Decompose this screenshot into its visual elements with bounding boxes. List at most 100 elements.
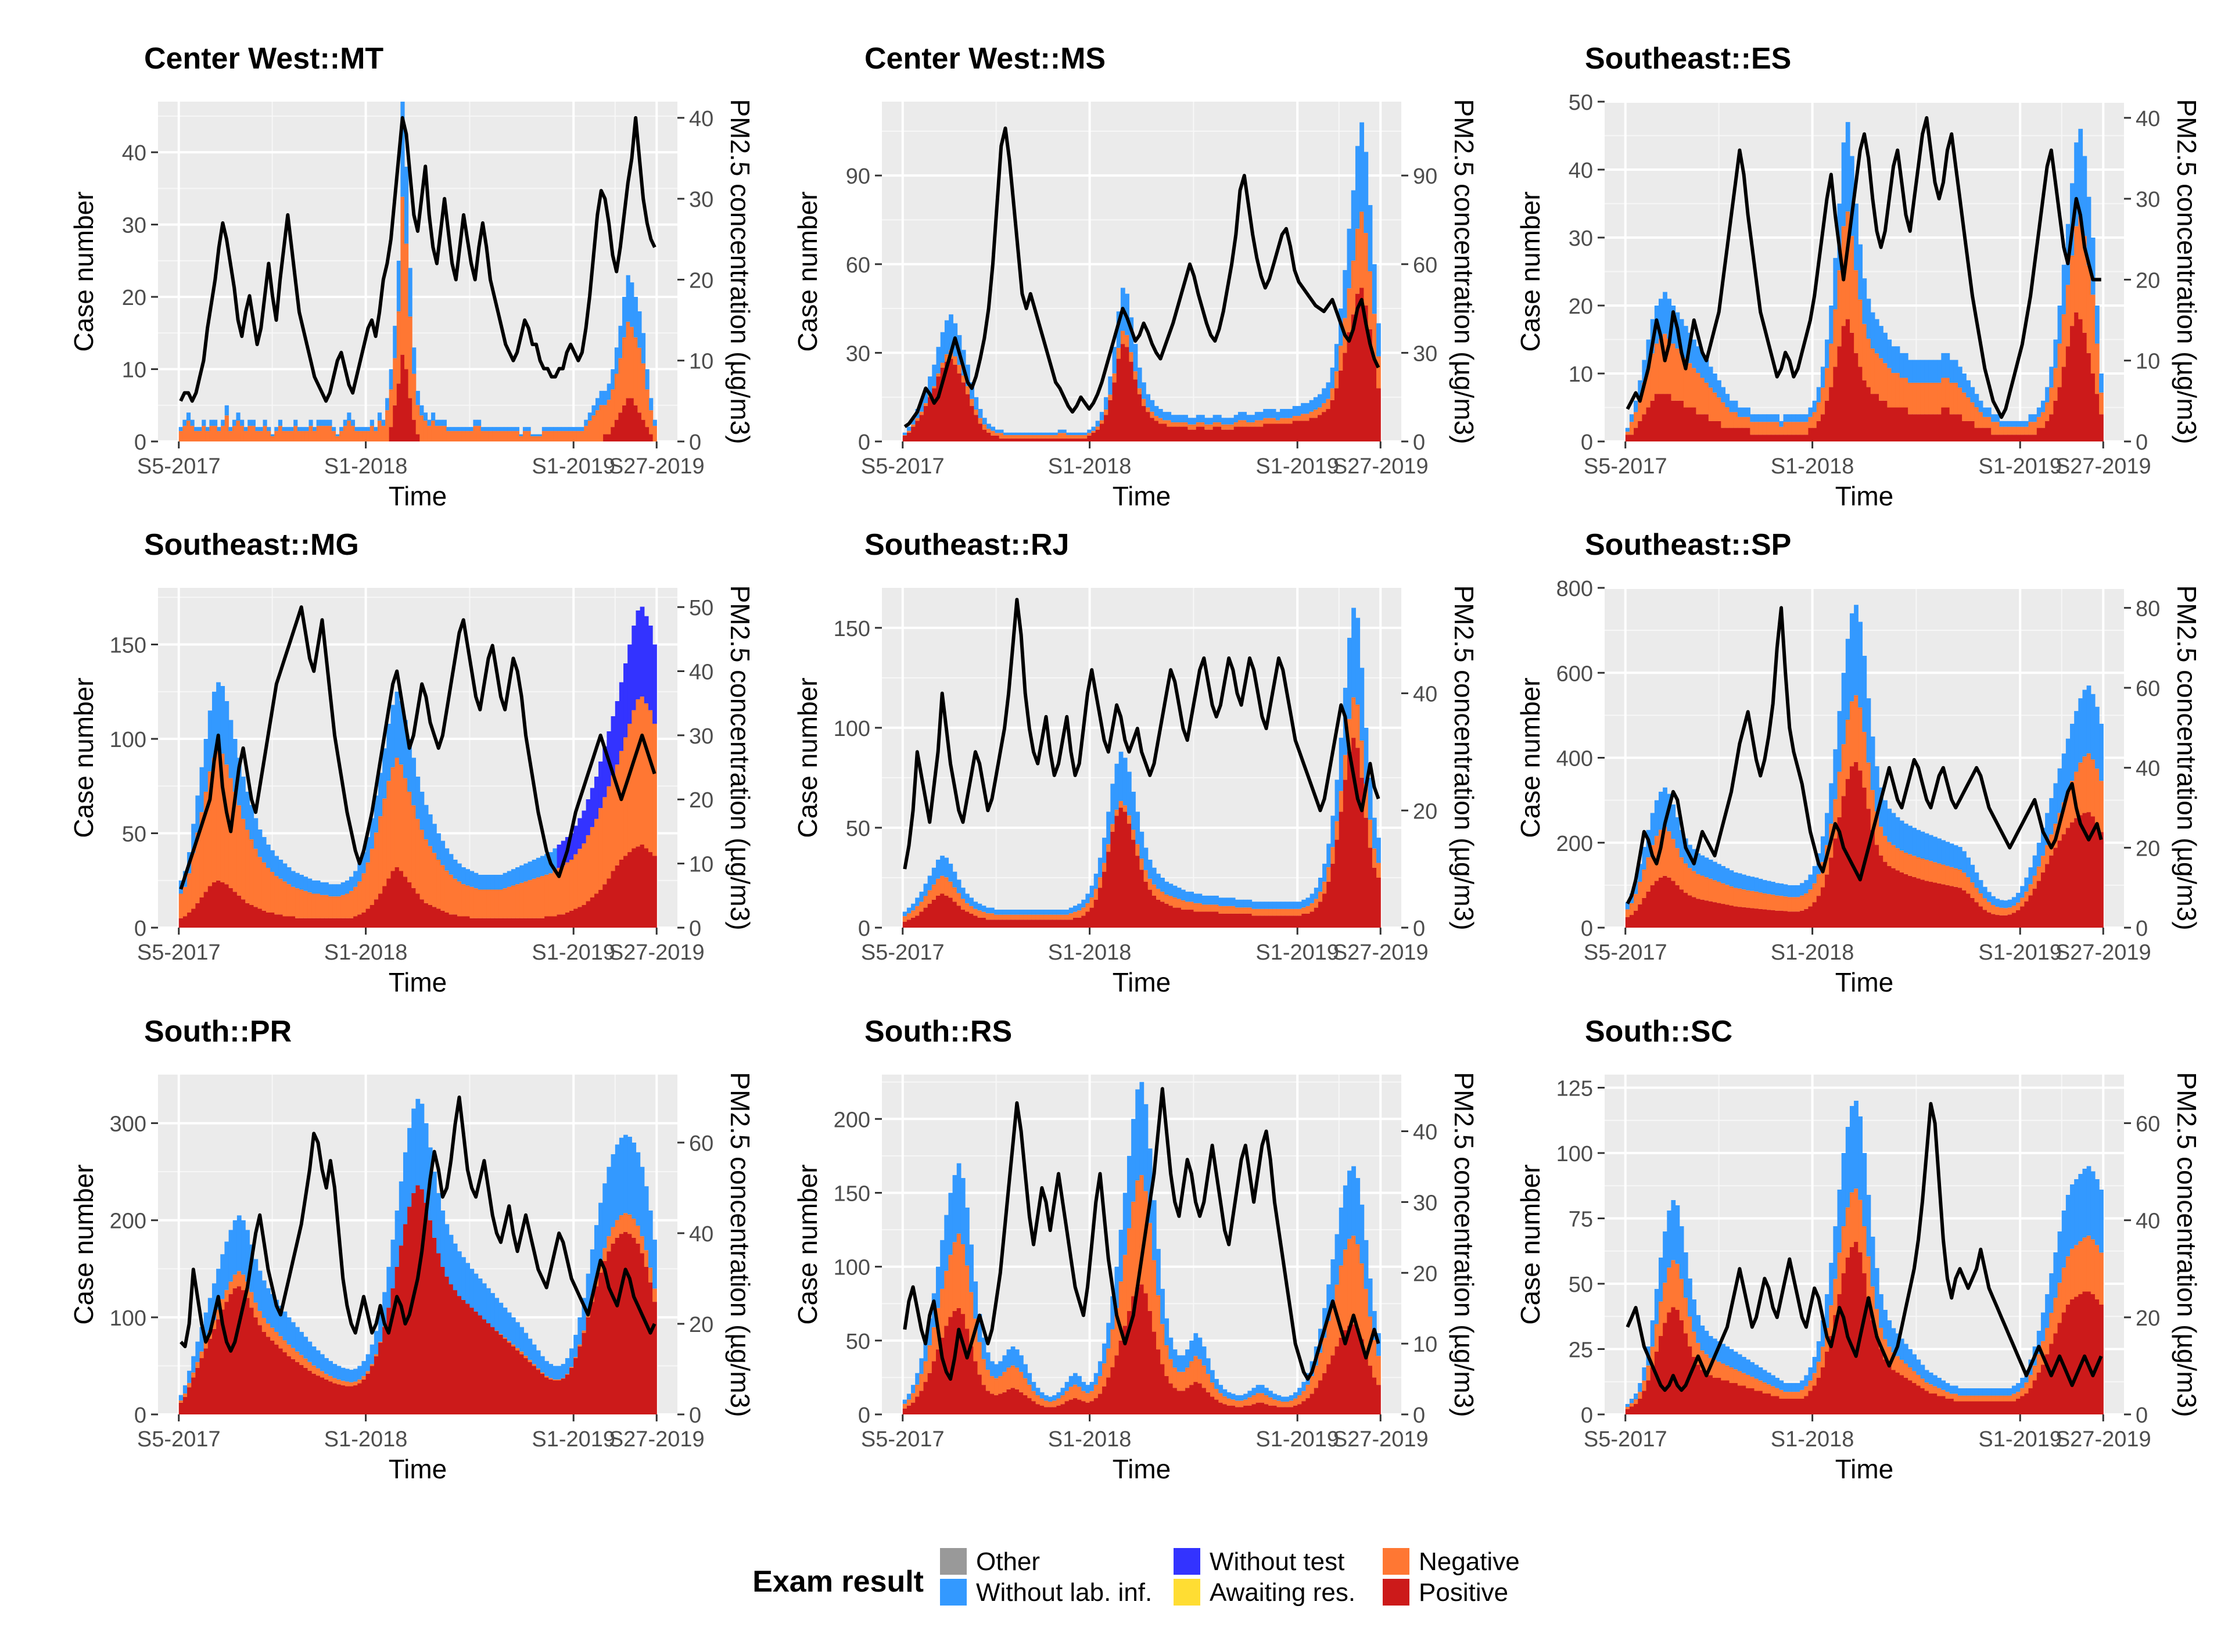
bar-without-lab [454,427,458,432]
bar-negative [1239,1400,1244,1407]
bar-negative [1014,914,1020,920]
bar-negative [636,699,641,847]
bar-without-lab [1201,895,1207,905]
bar-positive [623,1231,628,1414]
bar-positive [332,1383,338,1414]
bar-without-lab [1064,910,1070,915]
bar-negative [361,1376,367,1380]
bar-positive [1072,1398,1078,1414]
bar-negative [1920,1378,1925,1388]
bar-positive [1729,905,1734,928]
bar-positive [1908,875,1913,928]
bar-negative [1982,1395,1987,1402]
bar-positive [1010,1388,1016,1414]
bar-without-lab [1708,860,1713,879]
y-axis-title: Case number [1515,677,1545,838]
x-tick-label: S5-2017 [861,454,945,479]
bar-negative [478,889,483,918]
bar-without-lab [1364,727,1369,784]
bar-positive [1032,438,1038,441]
bar-without-lab [1364,152,1369,234]
bar-negative [1131,829,1136,840]
bar-without-lab [267,427,271,432]
bar-positive [1137,394,1142,441]
bar-positive [2049,855,2054,928]
bar-without-lab [552,848,558,871]
bar-negative [1142,398,1146,406]
bar-without-lab [1355,617,1361,705]
bar-negative [1712,1360,1717,1378]
bar-positive [199,897,204,928]
bar-without-lab [1131,792,1136,830]
bar-without-lab [228,720,234,778]
bar-without-lab [408,268,412,317]
bar-without-lab [386,724,392,781]
pm25-line [179,605,656,890]
bar-positive [2024,901,2029,928]
bar-positive [1280,915,1286,928]
bar-without-lab [557,427,562,432]
bar-positive [1023,1395,1028,1414]
bar-without-lab [2074,711,2079,772]
bar-positive [1106,852,1111,928]
bar-without-lab [1206,1358,1211,1374]
x-tick-label: S1-2019 [1978,940,2062,965]
bar-negative [985,913,991,920]
y-tick-label: 0 [858,917,870,941]
bar-positive [1351,1324,1356,1414]
bar-without-lab [532,1344,537,1364]
bar-without-lab [1368,777,1373,820]
bar-positive [1995,434,2000,441]
y-tick-label: 300 [110,1112,146,1137]
bar-negative [1700,378,1705,415]
bar-negative [1895,373,1900,408]
bar-negative [565,862,570,913]
bar-negative [1246,422,1251,427]
bar-positive [1891,407,1896,441]
bar-positive [1667,1312,1672,1414]
bar-positive [1667,877,1672,928]
bar-positive [1309,418,1314,441]
bar-positive [444,913,450,928]
y-tick-label: 100 [110,728,146,752]
bar-without-lab [973,1281,978,1319]
bar-without-lab [965,1207,970,1266]
bar-positive [1024,438,1029,441]
bar-without-test [619,682,624,751]
bar-without-lab [615,1144,620,1220]
bar-positive [1754,1391,1759,1414]
bar-negative [1874,353,1879,394]
bar-without-lab [1254,412,1260,421]
bar-without-lab [1688,1278,1692,1317]
bar-positive [602,884,608,928]
bar-positive [1858,770,1863,928]
bar-without-lab [1766,414,1771,422]
bar-positive [1039,1405,1045,1414]
bar-without-lab [1288,409,1293,418]
bar-negative [1845,211,1850,319]
bar-negative [2065,791,2071,828]
bar-positive [1280,423,1285,441]
bar-positive [390,1288,396,1414]
bar-negative [961,375,966,383]
bar-positive [1285,915,1290,928]
bar-without-lab [2086,685,2091,753]
bar-negative [1837,771,1842,817]
bar-without-lab [2049,798,2054,835]
bar-negative [1953,382,1958,415]
bar-without-lab [1866,1195,1871,1256]
bar-positive [1102,1386,1107,1414]
bar-negative [403,778,408,877]
bar-negative [1688,1316,1692,1346]
bar-without-lab [1879,326,1883,358]
bar-negative [1762,893,1767,910]
bar-negative [345,893,350,918]
bar-positive [453,1290,458,1414]
bar-without-lab [1949,360,1954,383]
bar-negative [295,888,300,918]
bar-positive [1060,920,1065,928]
bar-without-lab [1175,415,1180,423]
bar-without-lab [1849,156,1854,236]
bar-negative [1895,1356,1900,1373]
